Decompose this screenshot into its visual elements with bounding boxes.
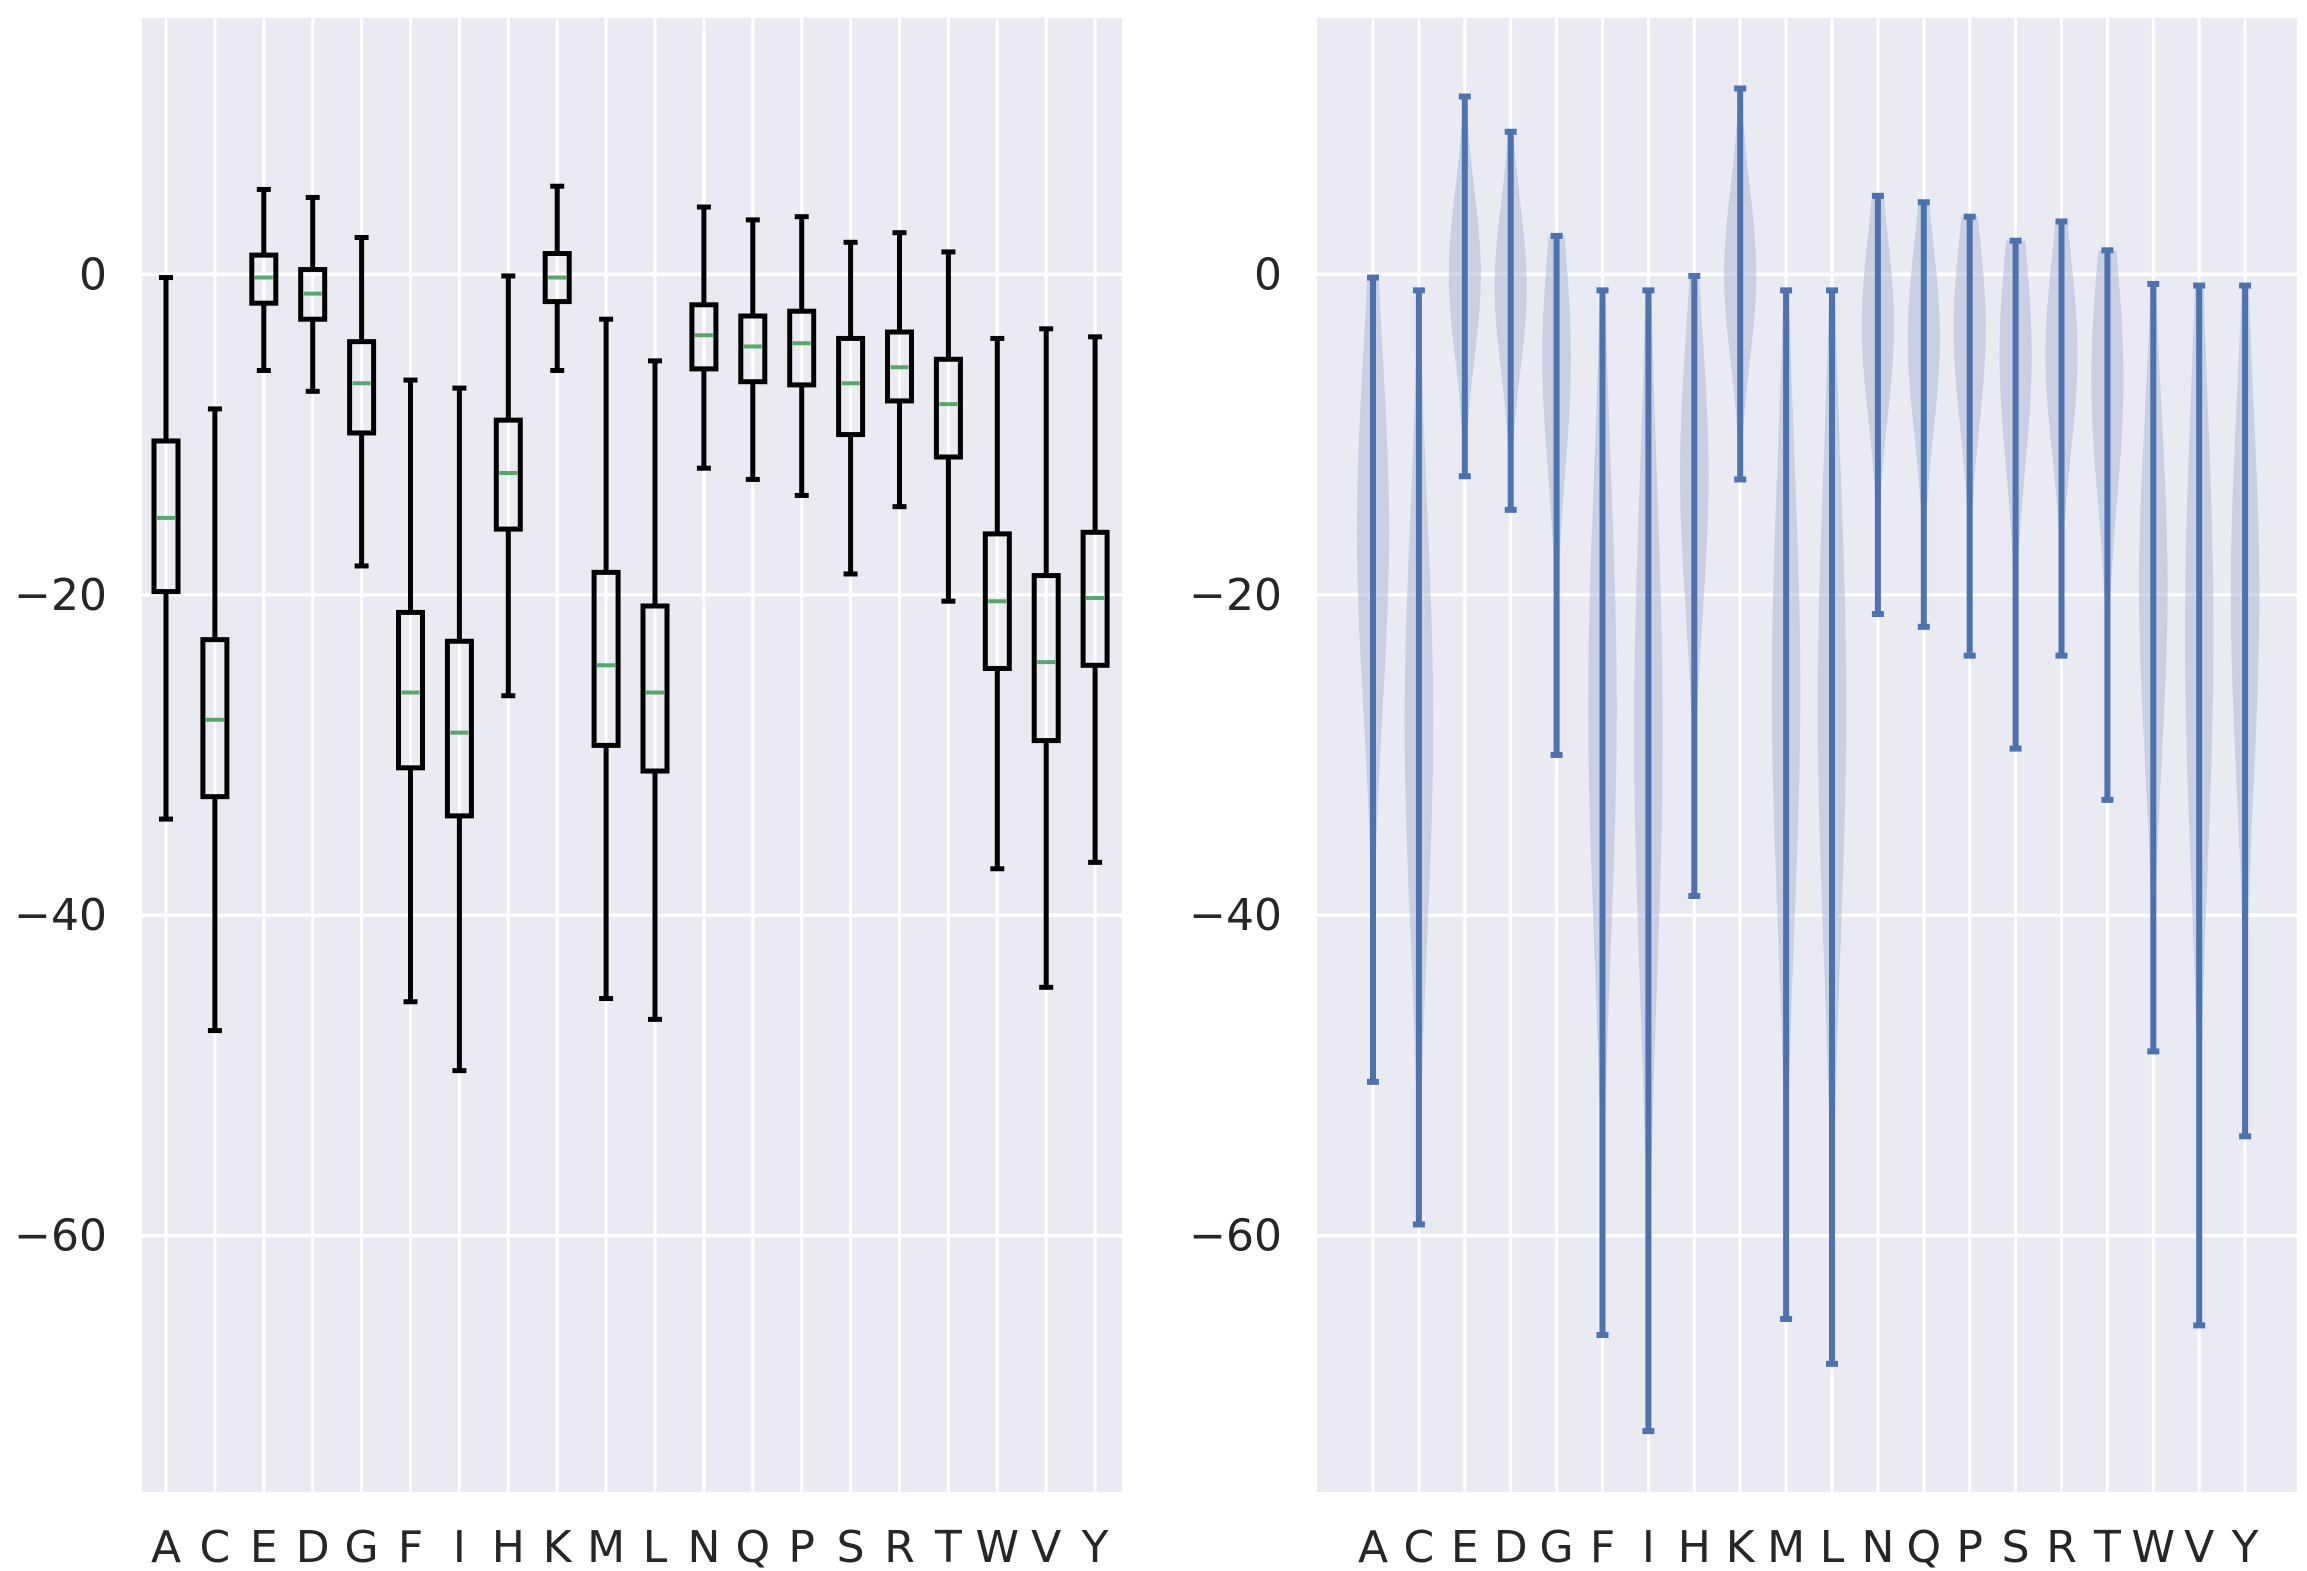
x-tick-label: L xyxy=(643,1522,668,1571)
x-tick-label: L xyxy=(1820,1522,1845,1571)
box-body xyxy=(982,531,1012,671)
x-tick-label: S xyxy=(837,1522,865,1571)
x-tick-label: F xyxy=(1590,1522,1615,1571)
box-body xyxy=(640,603,670,774)
x-tick-label: N xyxy=(687,1522,720,1571)
plot-area xyxy=(142,18,1122,1492)
box-body xyxy=(542,251,572,305)
x-tick-label: A xyxy=(1358,1522,1388,1571)
box-body xyxy=(396,609,425,771)
x-tick-label: E xyxy=(250,1522,278,1571)
x-tick-label: W xyxy=(976,1522,1020,1571)
box-body xyxy=(787,308,817,388)
x-tick-label: K xyxy=(543,1522,573,1571)
x-tick-label: Y xyxy=(2231,1522,2259,1571)
box-body xyxy=(200,637,230,800)
box-body xyxy=(298,267,328,322)
y-tick-label: −60 xyxy=(1189,1211,1282,1262)
box-body xyxy=(1031,573,1061,744)
x-tick-label: C xyxy=(1404,1522,1435,1571)
x-tick-label: V xyxy=(1031,1522,1061,1571)
violinplot-panel: 0 −20 −40 −60 A C E D G F I H K M L N Q P S R T W V Y xyxy=(1189,18,2297,1571)
x-tick-label: H xyxy=(1678,1522,1711,1571)
y-tick-label: −20 xyxy=(1189,570,1282,621)
y-tick-label: 0 xyxy=(1254,249,1282,300)
x-tick-label: P xyxy=(788,1522,815,1571)
box-body xyxy=(591,569,621,748)
box-body xyxy=(493,417,523,532)
box-body xyxy=(444,638,474,819)
x-tick-label: I xyxy=(1642,1522,1655,1571)
x-tick-label: E xyxy=(1451,1522,1479,1571)
x-tick-label: K xyxy=(1726,1522,1756,1571)
x-tick-label: A xyxy=(151,1522,181,1571)
x-tick-label: Q xyxy=(735,1522,770,1571)
y-tick-label: −40 xyxy=(14,890,107,941)
x-tick-label: P xyxy=(1956,1522,1983,1571)
x-tick-label: W xyxy=(2132,1522,2176,1571)
x-tick-label: Q xyxy=(1906,1522,1941,1571)
x-tick-label: Y xyxy=(1081,1522,1109,1571)
x-tick-label: T xyxy=(2093,1522,2121,1571)
x-tick-label: M xyxy=(1767,1522,1805,1571)
x-tick-label: H xyxy=(492,1522,525,1571)
x-tick-label: M xyxy=(587,1522,625,1571)
box-body xyxy=(885,329,914,404)
box-body xyxy=(1080,529,1110,668)
x-tick-label: T xyxy=(934,1522,962,1571)
x-tick-label: V xyxy=(2184,1522,2214,1571)
box-body xyxy=(689,302,719,372)
x-tick-label: G xyxy=(345,1522,379,1571)
x-tick-label: N xyxy=(1861,1522,1894,1571)
box-body xyxy=(933,356,963,460)
y-tick-label: 0 xyxy=(79,249,107,300)
y-tick-label: −40 xyxy=(1189,890,1282,941)
x-tick-label: I xyxy=(453,1522,466,1571)
boxplot-panel: 0 −20 −40 −60 A C E D G F I H K M L N Q P S R T W V Y xyxy=(14,18,1122,1571)
box-body xyxy=(151,438,181,595)
x-tick-label: F xyxy=(398,1522,423,1571)
box-body xyxy=(249,252,279,306)
x-tick-label: D xyxy=(1494,1522,1528,1571)
y-tick-label: −20 xyxy=(14,570,107,621)
x-tick-label: D xyxy=(296,1522,330,1571)
x-tick-label: R xyxy=(884,1522,915,1571)
box-body xyxy=(836,335,866,438)
y-tick-label: −60 xyxy=(14,1211,107,1262)
x-tick-label: S xyxy=(2002,1522,2030,1571)
box-body xyxy=(738,313,768,385)
box-body xyxy=(347,339,377,436)
x-tick-label: G xyxy=(1540,1522,1574,1571)
x-tick-label: R xyxy=(2046,1522,2077,1571)
x-tick-label: C xyxy=(200,1522,231,1571)
